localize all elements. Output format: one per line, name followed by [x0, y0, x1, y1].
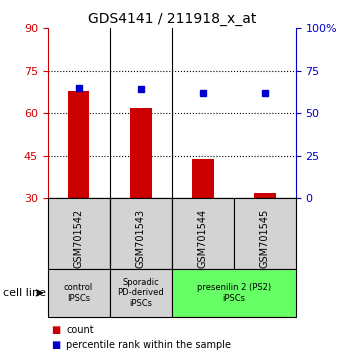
Bar — [254, 193, 276, 198]
Text: GSM701542: GSM701542 — [74, 209, 84, 268]
Text: ■: ■ — [51, 325, 60, 335]
Text: cell line: cell line — [3, 288, 46, 298]
Bar — [68, 91, 89, 198]
Text: percentile rank within the sample: percentile rank within the sample — [66, 340, 231, 350]
Bar — [109, 269, 172, 317]
Text: Sporadic
PD-derived
iPSCs: Sporadic PD-derived iPSCs — [117, 278, 164, 308]
Bar — [48, 269, 109, 317]
Bar — [172, 269, 296, 317]
Bar — [172, 198, 234, 269]
Bar — [48, 198, 109, 269]
Bar — [192, 159, 214, 198]
Bar — [130, 108, 152, 198]
Text: presenilin 2 (PS2)
iPSCs: presenilin 2 (PS2) iPSCs — [197, 283, 271, 303]
Text: count: count — [66, 325, 94, 335]
Text: GSM701544: GSM701544 — [198, 209, 208, 268]
Title: GDS4141 / 211918_x_at: GDS4141 / 211918_x_at — [87, 12, 256, 26]
Text: control
IPSCs: control IPSCs — [64, 283, 93, 303]
Text: ■: ■ — [51, 340, 60, 350]
Text: GSM701543: GSM701543 — [136, 209, 146, 268]
Text: GSM701545: GSM701545 — [260, 209, 270, 268]
Bar — [234, 198, 296, 269]
Bar — [109, 198, 172, 269]
